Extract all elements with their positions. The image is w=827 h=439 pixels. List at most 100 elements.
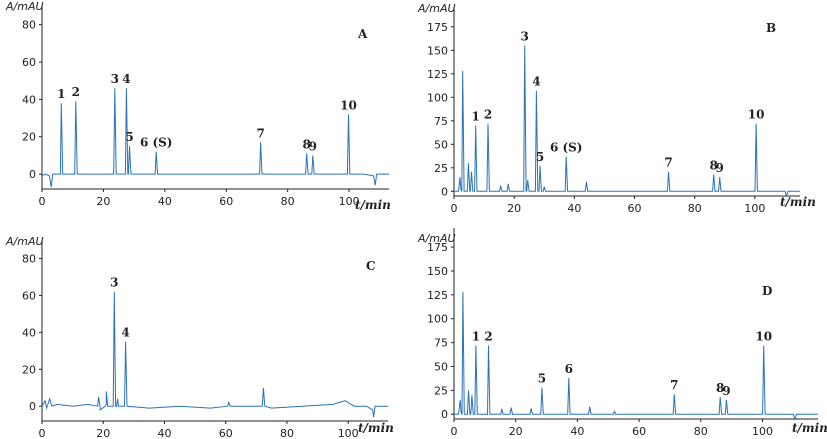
panel-label: B xyxy=(766,21,776,35)
peak-label: 1 xyxy=(471,110,479,124)
x-tick-label: 80 xyxy=(281,195,295,208)
peak-label: 4 xyxy=(121,326,129,340)
peak-label: 2 xyxy=(484,108,492,122)
x-tick-label: 100 xyxy=(752,425,773,438)
y-tick-label: 125 xyxy=(427,68,448,81)
x-tick-label: 80 xyxy=(280,427,294,439)
y-tick-label: 40 xyxy=(22,93,36,106)
y-tick-label: 50 xyxy=(434,138,448,151)
peak-label: 6 (S) xyxy=(550,141,583,155)
peak-label: 9 xyxy=(309,139,317,153)
peak-label: 5 xyxy=(538,371,546,385)
peak-label: 10 xyxy=(748,108,765,122)
y-tick-label: 175 xyxy=(427,241,448,254)
y-tick-label: 60 xyxy=(22,289,36,302)
x-tick-label: 60 xyxy=(628,202,642,215)
x-tick-label: 20 xyxy=(507,202,521,215)
x-tick-label: 40 xyxy=(567,202,581,215)
peak-label: 8 xyxy=(716,381,724,395)
x-axis-label: t/min xyxy=(780,195,816,209)
y-tick-label: 80 xyxy=(22,252,36,265)
x-tick-label: 40 xyxy=(570,425,584,438)
peak-label: 8 xyxy=(709,158,717,172)
peak-label: 10 xyxy=(340,98,357,112)
x-tick-label: 0 xyxy=(39,195,46,208)
peak-label: 2 xyxy=(484,329,492,343)
x-axis-label: t/min xyxy=(355,198,391,212)
peak-label: 7 xyxy=(664,156,672,170)
x-tick-label: 0 xyxy=(39,427,46,439)
peak-label: 1 xyxy=(472,329,480,343)
x-tick-label: 0 xyxy=(451,202,458,215)
peak-label: 9 xyxy=(715,161,723,175)
x-tick-label: 100 xyxy=(338,427,359,439)
y-axis-label: A/mAU xyxy=(5,0,44,13)
y-tick-label: 60 xyxy=(22,56,36,69)
x-tick-label: 60 xyxy=(219,427,233,439)
y-tick-label: 20 xyxy=(22,131,36,144)
y-tick-label: 150 xyxy=(427,265,448,278)
y-tick-label: 100 xyxy=(427,91,448,104)
y-tick-label: 175 xyxy=(427,21,448,34)
peak-label: 4 xyxy=(122,72,130,86)
peak-label: 4 xyxy=(532,75,540,89)
peak-label: 9 xyxy=(722,384,730,398)
y-tick-label: 0 xyxy=(441,185,448,198)
peak-label: 7 xyxy=(256,126,264,140)
peak-label: 2 xyxy=(72,85,80,99)
panel-C: 0 20 40 60 80 0 20 40 60 80 100 A/mAU t/min C 3 4 xyxy=(5,235,394,439)
y-tick-label: 50 xyxy=(434,360,448,373)
peak-label: 3 xyxy=(111,72,119,86)
peak-label: 5 xyxy=(125,130,133,144)
peak-label: 10 xyxy=(755,329,772,343)
x-axis-label: t/min xyxy=(792,421,827,435)
y-tick-label: 40 xyxy=(22,326,36,339)
y-axis-label: A/mAU xyxy=(417,2,456,15)
x-tick-label: 100 xyxy=(744,202,765,215)
peak-label: 1 xyxy=(57,87,65,101)
y-tick-label: 100 xyxy=(427,313,448,326)
chromatogram-trace xyxy=(41,291,388,418)
peak-label: 7 xyxy=(670,378,678,392)
y-tick-label: 0 xyxy=(441,408,448,421)
panel-label: D xyxy=(762,284,772,298)
y-tick-label: 75 xyxy=(434,115,448,128)
y-tick-label: 125 xyxy=(427,289,448,302)
y-tick-label: 25 xyxy=(434,384,448,397)
y-tick-label: 0 xyxy=(29,400,36,413)
x-tick-label: 20 xyxy=(96,195,110,208)
x-tick-label: 20 xyxy=(96,427,110,439)
y-tick-label: 80 xyxy=(22,19,36,32)
peak-label: 3 xyxy=(110,276,118,290)
panel-label: A xyxy=(357,27,368,41)
y-axis-label: A/mAU xyxy=(417,232,456,245)
y-tick-label: 150 xyxy=(427,44,448,57)
x-tick-label: 100 xyxy=(339,195,360,208)
chromatogram-trace xyxy=(454,291,818,421)
y-tick-label: 75 xyxy=(434,337,448,350)
peak-label: 5 xyxy=(536,150,544,164)
x-tick-label: 0 xyxy=(451,425,458,438)
peak-label: 6 (S) xyxy=(140,136,173,150)
y-axis-label: A/mAU xyxy=(5,235,44,248)
x-tick-label: 60 xyxy=(219,195,233,208)
panel-label: C xyxy=(366,259,376,273)
chromatogram-trace xyxy=(41,88,389,188)
x-tick-label: 40 xyxy=(158,195,172,208)
x-tick-label: 80 xyxy=(694,425,708,438)
x-tick-label: 80 xyxy=(688,202,702,215)
y-tick-label: 0 xyxy=(29,168,36,181)
chromatogram-trace xyxy=(454,45,800,198)
x-tick-label: 40 xyxy=(157,427,171,439)
y-tick-label: 20 xyxy=(22,363,36,376)
x-tick-label: 20 xyxy=(509,425,523,438)
x-axis-label: t/min xyxy=(358,421,394,435)
x-tick-label: 60 xyxy=(632,425,646,438)
peak-label: 6 xyxy=(565,362,573,376)
peak-label: 8 xyxy=(303,138,311,152)
peak-label: 3 xyxy=(521,30,529,44)
